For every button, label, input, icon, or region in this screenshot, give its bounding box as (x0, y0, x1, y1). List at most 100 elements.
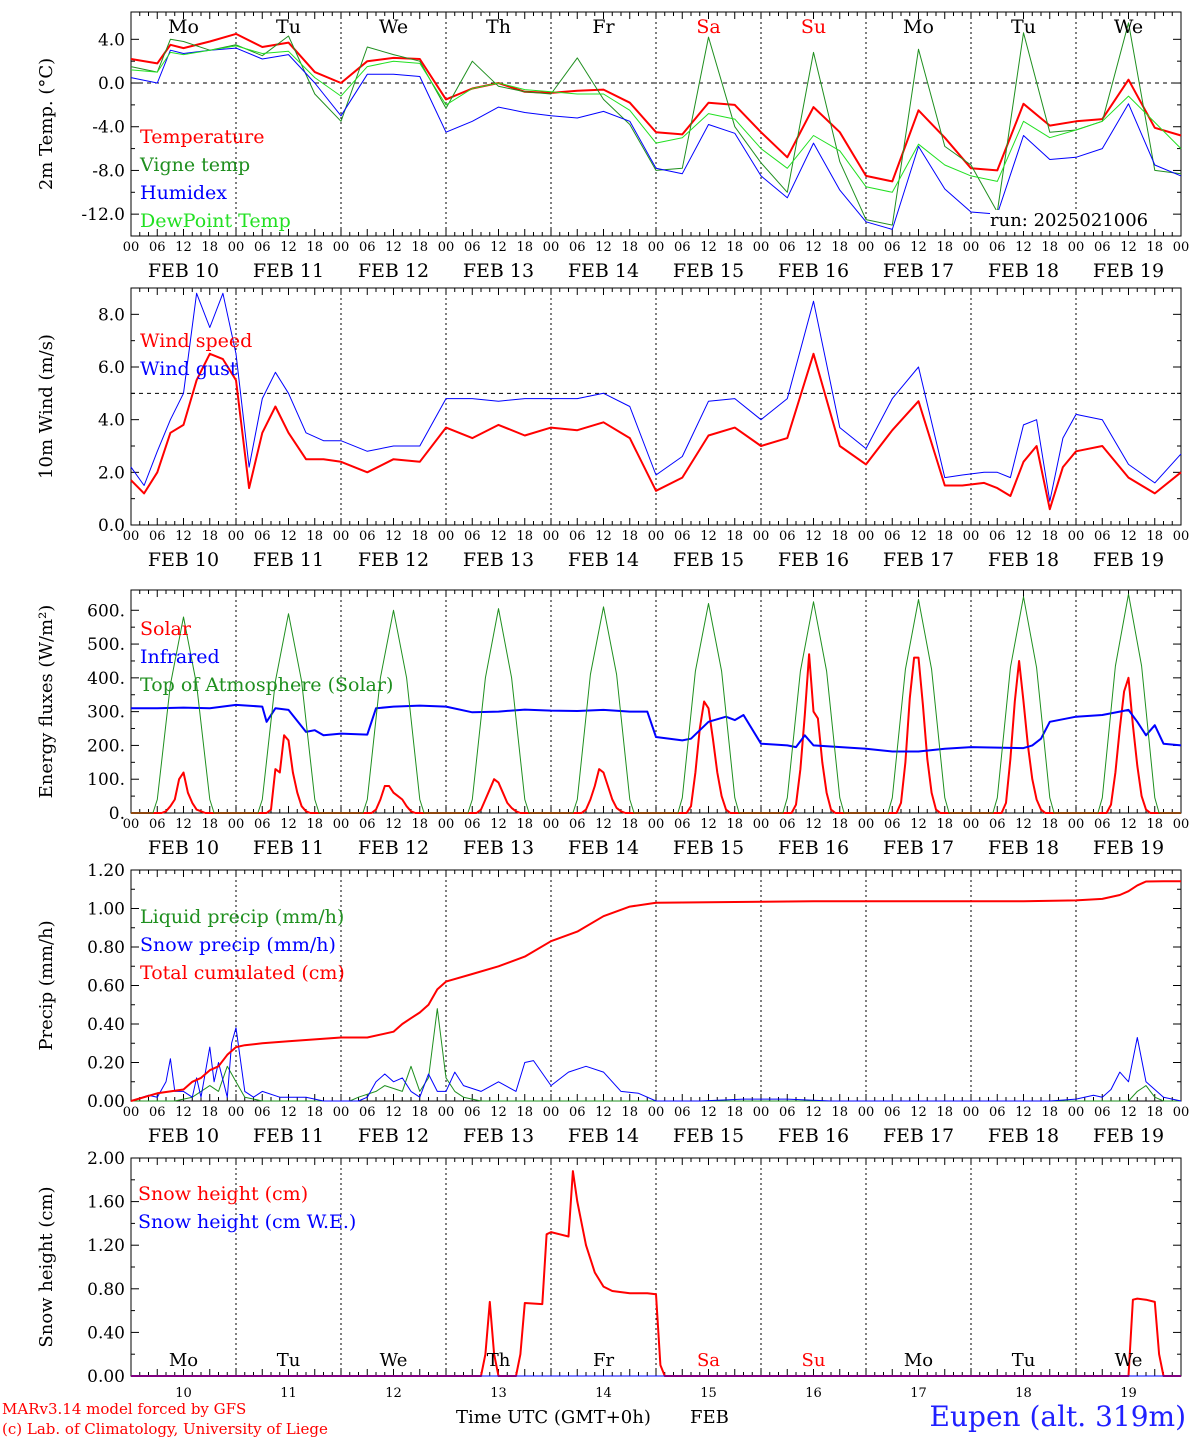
date-label: FEB 14 (568, 1125, 639, 1147)
date-label: FEB 17 (883, 549, 954, 571)
y-tick-label: 1.20 (87, 861, 125, 881)
hour-tick-label: 06 (1094, 240, 1111, 255)
hour-tick-label: 00 (753, 529, 770, 544)
hour-tick-label: 00 (228, 529, 245, 544)
hour-tick-label: 12 (1120, 240, 1137, 255)
hour-tick-label: 12 (385, 240, 402, 255)
hour-tick-label: 00 (1173, 817, 1190, 832)
y-tick-label: 0.0 (98, 516, 125, 536)
hour-tick-label: 06 (254, 529, 271, 544)
date-label: FEB 13 (463, 260, 534, 282)
series-snow-precip-mm-h- (130, 1027, 1182, 1102)
date-label: FEB 19 (1093, 549, 1164, 571)
hour-tick-label: 18 (306, 817, 323, 832)
hour-tick-label: 18 (936, 1105, 953, 1120)
hour-tick-label: 18 (1041, 817, 1058, 832)
lab-credit: (c) Lab. of Climatology, University of L… (2, 1420, 328, 1438)
hour-tick-label: 06 (674, 529, 691, 544)
weekday-label: Sa (697, 1350, 720, 1371)
x-axis-title: Time UTC (GMT+0h) (456, 1407, 651, 1428)
date-label: FEB 19 (1093, 837, 1164, 859)
legend-entry: Humidex (140, 182, 227, 204)
weekday-label: We (380, 1350, 408, 1371)
hour-tick-label: 12 (805, 529, 822, 544)
day-number-label: 18 (1015, 1386, 1032, 1401)
hour-tick-label: 06 (464, 529, 481, 544)
legend-entry: Vigne temp (139, 154, 250, 176)
station-name: Eupen (alt. 319m) (929, 1400, 1186, 1433)
weekday-label: Sa (696, 16, 720, 38)
weekday-label: Th (487, 1350, 511, 1371)
model-credit: MARv3.14 model forced by GFS (2, 1400, 247, 1418)
date-label: FEB 17 (883, 260, 954, 282)
hour-tick-label: 12 (175, 529, 192, 544)
hour-tick-label: 12 (280, 817, 297, 832)
legend-entry: Wind speed (140, 330, 252, 352)
hour-tick-label: 12 (1015, 1105, 1032, 1120)
hour-tick-label: 06 (464, 1105, 481, 1120)
hour-tick-label: 12 (175, 817, 192, 832)
hour-tick-label: 06 (884, 817, 901, 832)
hour-tick-label: 12 (805, 240, 822, 255)
x-axis-month: FEB (690, 1407, 729, 1428)
panel-1: 4.0 0.0 -4.0 -8.0 -12.0 2m Temp. (°C) Temperat… (36, 11, 1190, 282)
series-temperature (130, 32, 1182, 183)
y-tick-label: 400. (87, 669, 125, 689)
hour-tick-label: 18 (201, 240, 218, 255)
hour-tick-label: 06 (359, 1105, 376, 1120)
hour-tick-label: 00 (753, 240, 770, 255)
hour-tick-label: 12 (700, 240, 717, 255)
y-axis-label: Precip (mm/h) (36, 920, 57, 1050)
hour-tick-label: 00 (963, 240, 980, 255)
date-label: FEB 12 (358, 549, 429, 571)
hour-tick-label: 18 (621, 817, 638, 832)
hour-tick-label: 06 (884, 240, 901, 255)
hour-tick-label: 18 (516, 240, 533, 255)
date-label: FEB 11 (253, 260, 324, 282)
legend-entry: Liquid precip (mm/h) (140, 906, 344, 928)
hour-tick-label: 12 (700, 1105, 717, 1120)
hour-tick-label: 18 (306, 529, 323, 544)
hour-tick-label: 06 (989, 240, 1006, 255)
hour-tick-label: 00 (438, 529, 455, 544)
y-axis-label: Snow height (cm) (36, 1186, 57, 1347)
hour-tick-label: 18 (201, 529, 218, 544)
hour-tick-label: 06 (254, 1105, 271, 1120)
date-label: FEB 15 (673, 260, 744, 282)
hour-tick-label: 18 (1041, 1105, 1058, 1120)
hour-tick-label: 12 (1015, 529, 1032, 544)
hour-tick-label: 12 (385, 529, 402, 544)
weekday-label: Su (802, 1350, 826, 1371)
hour-tick-label: 06 (359, 529, 376, 544)
hour-tick-label: 06 (149, 1105, 166, 1120)
legend-entry: Wind gust (140, 358, 238, 380)
panel-4: 0.00 0.20 0.40 0.60 0.80 1.00 1.20 Precip (mm/h… (36, 861, 1189, 1147)
hour-tick-label: 00 (1068, 1105, 1085, 1120)
hour-tick-label: 18 (411, 529, 428, 544)
legend-entry: Infrared (140, 646, 220, 668)
hour-tick-label: 06 (989, 817, 1006, 832)
hour-tick-label: 06 (464, 240, 481, 255)
hour-tick-label: 00 (1173, 240, 1190, 255)
date-label: FEB 17 (883, 1125, 954, 1147)
hour-tick-label: 12 (385, 1105, 402, 1120)
y-tick-label: 100. (87, 770, 125, 790)
date-label: FEB 10 (148, 260, 219, 282)
series-vigne-temp (130, 22, 1182, 226)
hour-tick-label: 00 (648, 817, 665, 832)
date-label: FEB 12 (358, 260, 429, 282)
hour-tick-label: 18 (306, 240, 323, 255)
y-tick-label: 0.20 (87, 1054, 125, 1074)
hour-tick-label: 06 (1094, 529, 1111, 544)
hour-tick-label: 00 (1068, 240, 1085, 255)
y-tick-label: 4.0 (98, 30, 125, 50)
hour-tick-label: 06 (674, 240, 691, 255)
hour-tick-label: 06 (989, 529, 1006, 544)
hour-tick-label: 12 (595, 529, 612, 544)
hour-tick-label: 12 (700, 529, 717, 544)
hour-tick-label: 12 (490, 529, 507, 544)
hour-tick-label: 00 (123, 817, 140, 832)
hour-tick-label: 00 (648, 1105, 665, 1120)
day-number-label: 10 (175, 1386, 192, 1401)
